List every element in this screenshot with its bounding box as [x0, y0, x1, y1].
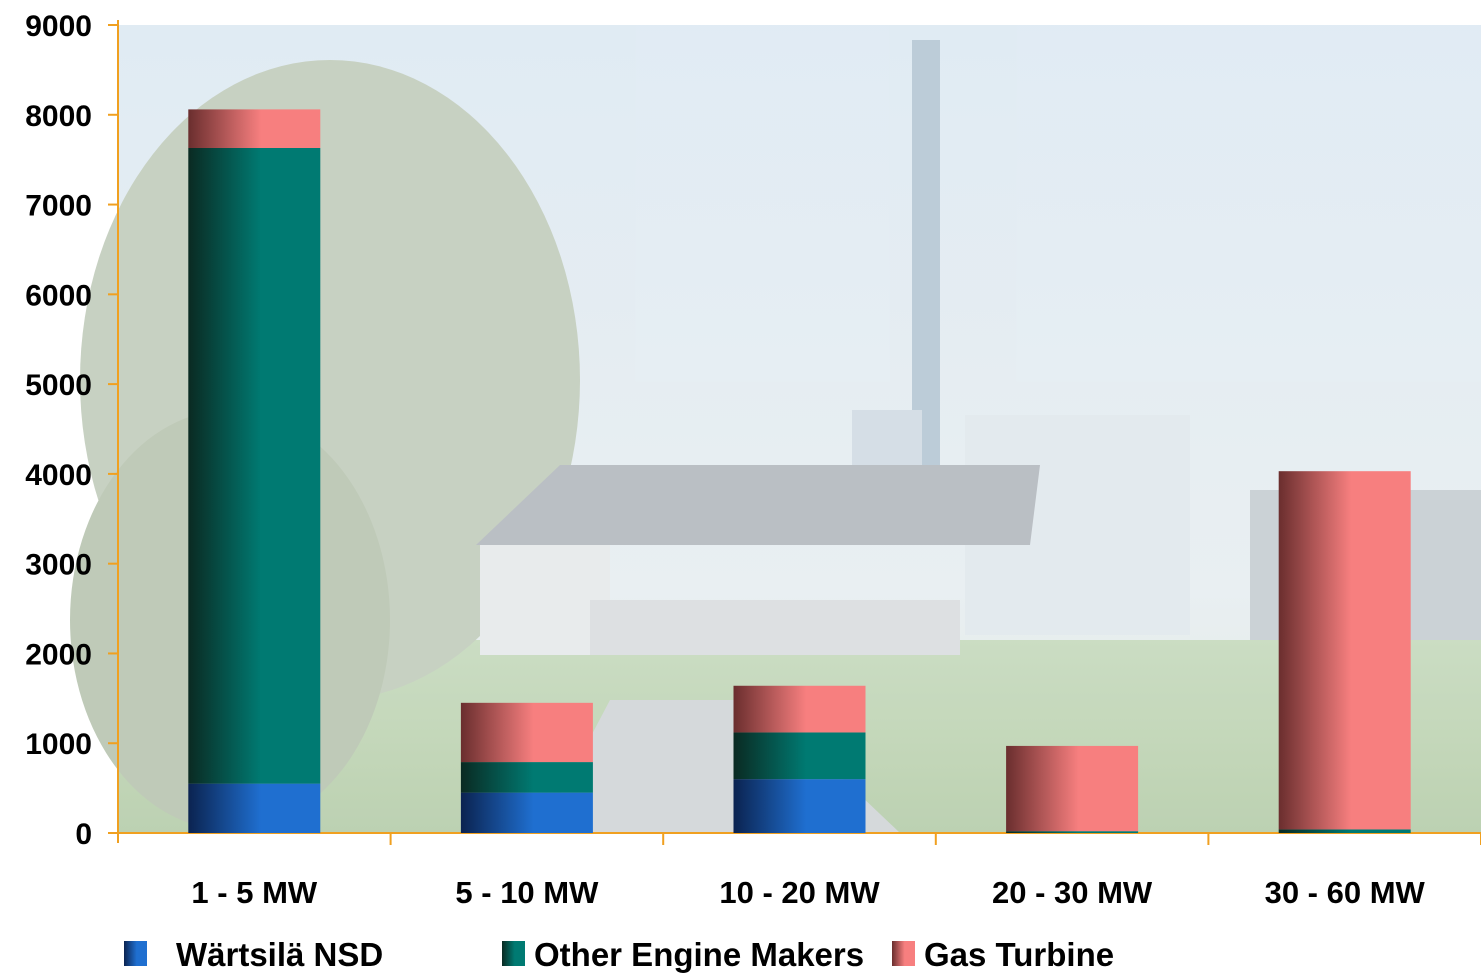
y-tick-label: 6000 [25, 279, 92, 312]
bar-segment [460, 762, 593, 793]
bar-segment [188, 147, 321, 784]
legend-label: Gas Turbine [924, 936, 1114, 973]
x-tick-label: 10 - 20 MW [719, 875, 880, 910]
x-tick-label: 30 - 60 MW [1265, 875, 1426, 910]
y-tick-label: 3000 [25, 549, 92, 582]
bar-segment [188, 109, 321, 148]
chart-labels: 0 1000 2000 3000 4000 5000 6000 7000 8000 9000 1 -… [25, 10, 1425, 910]
chart-legend: Wärtsilä NSD Other Engine Makers Gas Turbi… [124, 936, 1114, 973]
x-tick-label: 20 - 30 MW [992, 875, 1153, 910]
y-tick-label: 2000 [25, 638, 92, 671]
y-tick-label: 0 [75, 818, 92, 851]
bar-segment [733, 732, 866, 780]
bar-segment [1006, 745, 1139, 832]
legend-label: Wärtsilä NSD [176, 936, 383, 973]
x-tick-label: 5 - 10 MW [455, 875, 599, 910]
chart-bars [188, 109, 1411, 833]
bar-segment [460, 792, 593, 833]
bar-segment [1278, 471, 1411, 830]
legend-swatch [124, 941, 147, 966]
bar-segment [188, 783, 321, 833]
bar-segment [1006, 831, 1139, 833]
bar-segment [733, 685, 866, 733]
x-tick-label: 1 - 5 MW [191, 875, 317, 910]
y-tick-label: 1000 [25, 728, 92, 761]
bar-segment [1278, 829, 1411, 833]
legend-swatch [502, 941, 525, 966]
y-tick-label: 8000 [25, 100, 92, 133]
bar-segment [460, 702, 593, 763]
y-tick-label: 4000 [25, 459, 92, 492]
y-tick-label: 7000 [25, 190, 92, 223]
legend-label: Other Engine Makers [534, 936, 864, 973]
y-tick-label: 9000 [25, 10, 92, 43]
y-tick-label: 5000 [25, 369, 92, 402]
legend-swatch [892, 941, 915, 966]
bar-segment [733, 779, 866, 833]
